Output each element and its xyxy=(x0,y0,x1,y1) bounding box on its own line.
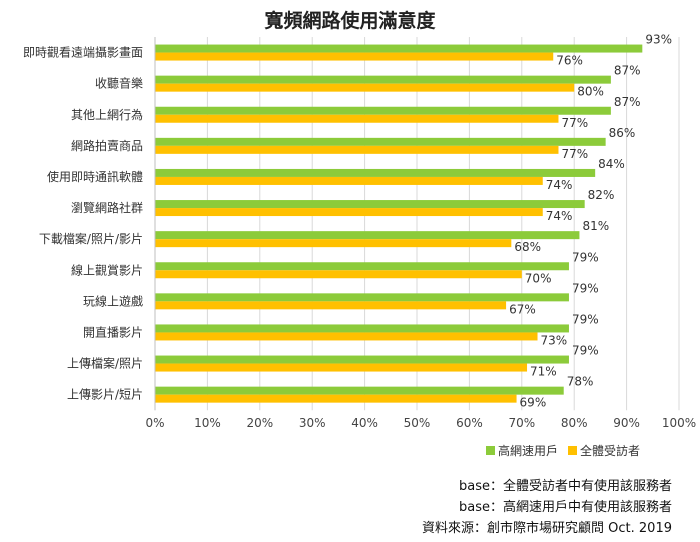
bar-high-speed-上傳影片-短片 xyxy=(155,386,564,395)
bar-high-speed-線上觀賞影片 xyxy=(155,262,569,271)
bar-all-線上觀賞影片 xyxy=(155,270,522,279)
category-label: 收聽音樂 xyxy=(95,76,143,91)
data-label-high-speed: 87% xyxy=(614,64,641,78)
bar-high-speed-開直播影片 xyxy=(155,324,569,333)
data-label-high-speed: 84% xyxy=(598,157,625,171)
x-tick-label: 30% xyxy=(299,416,326,430)
bar-all-開直播影片 xyxy=(155,332,538,341)
category-label: 網路拍賣商品 xyxy=(71,138,143,153)
category-label: 瀏覽網路社群 xyxy=(71,200,143,215)
bar-all-其他上網行為 xyxy=(155,114,559,123)
bar-all-玩線上遊戲 xyxy=(155,301,507,310)
x-tick-label: 0% xyxy=(145,416,164,430)
data-label-all: 74% xyxy=(546,178,573,192)
data-label-high-speed: 86% xyxy=(609,126,636,140)
x-tick-label: 90% xyxy=(613,416,640,430)
bar-all-網路拍賣商品 xyxy=(155,145,559,154)
category-label: 線上觀賞影片 xyxy=(71,262,143,277)
data-label-all: 73% xyxy=(541,333,568,347)
data-label-high-speed: 82% xyxy=(588,188,615,202)
bar-high-speed-瀏覽網路社群 xyxy=(155,200,585,209)
data-label-high-speed: 79% xyxy=(572,250,599,264)
bar-all-瀏覽網路社群 xyxy=(155,208,543,217)
category-label: 即時觀看遠端攝影畫面 xyxy=(23,45,143,60)
data-label-all: 76% xyxy=(556,54,583,68)
bar-all-上傳影片-短片 xyxy=(155,394,517,403)
data-label-all: 68% xyxy=(514,240,541,254)
category-label: 使用即時通訊軟體 xyxy=(47,169,143,184)
bar-high-speed-收聽音樂 xyxy=(155,75,611,84)
category-label: 下載檔案/照片/影片 xyxy=(39,231,143,246)
x-tick-label: 80% xyxy=(561,416,588,430)
category-label: 開直播影片 xyxy=(83,325,143,339)
chart-title: 寬頻網路使用滿意度 xyxy=(264,10,436,32)
bar-high-speed-其他上網行為 xyxy=(155,106,611,115)
category-label: 上傳檔案/照片 xyxy=(67,356,143,371)
category-label: 其他上網行為 xyxy=(71,108,143,122)
bar-all-下載檔案-照片-影片 xyxy=(155,239,512,248)
data-label-all: 70% xyxy=(525,271,552,285)
bar-high-speed-即時觀看遠端攝影畫面 xyxy=(155,44,643,53)
x-tick-label: 70% xyxy=(508,416,535,430)
bar-high-speed-網路拍賣商品 xyxy=(155,137,606,146)
data-label-all: 77% xyxy=(561,116,588,130)
x-tick-label: 100% xyxy=(662,416,696,430)
bar-all-使用即時通訊軟體 xyxy=(155,176,543,185)
x-tick-label: 60% xyxy=(456,416,483,430)
legend-label-high-speed: 高網速用戶 xyxy=(498,444,559,458)
data-label-all: 80% xyxy=(577,85,604,99)
base-note-all: base：全體受訪者中有使用該服務者 xyxy=(459,479,672,494)
legend-item-high-speed: 高網速用戶 xyxy=(486,442,558,459)
chart-legend: 高網速用戶 全體受訪者 xyxy=(486,442,640,459)
source-note: 資料來源：創市際市場研究顧問 Oct. 2019 xyxy=(422,521,672,536)
data-label-high-speed: 78% xyxy=(567,375,594,389)
data-label-high-speed: 93% xyxy=(645,33,672,47)
base-note-high-speed: base：高網速用戶中有使用該服務者 xyxy=(459,500,672,515)
footnotes: base：全體受訪者中有使用該服務者 base：高網速用戶中有使用該服務者 資料… xyxy=(422,476,672,539)
legend-item-all-respondents: 全體受訪者 xyxy=(568,442,640,459)
data-label-high-speed: 87% xyxy=(614,95,641,109)
data-label-high-speed: 81% xyxy=(582,219,609,233)
bar-all-收聽音樂 xyxy=(155,83,575,92)
x-tick-label: 20% xyxy=(246,416,273,430)
legend-swatch-all-respondents xyxy=(568,446,578,455)
bar-high-speed-使用即時通訊軟體 xyxy=(155,168,596,177)
data-label-all: 77% xyxy=(561,147,588,161)
bar-all-即時觀看遠端攝影畫面 xyxy=(155,52,554,61)
bar-high-speed-玩線上遊戲 xyxy=(155,293,569,302)
legend-label-all-respondents: 全體受訪者 xyxy=(580,444,641,458)
x-tick-label: 50% xyxy=(404,416,431,430)
data-label-all: 71% xyxy=(530,365,557,379)
data-label-all: 74% xyxy=(546,209,573,223)
x-tick-label: 10% xyxy=(194,416,221,430)
legend-swatch-high-speed xyxy=(486,446,495,455)
data-label-all: 69% xyxy=(520,396,547,410)
bar-all-上傳檔案-照片 xyxy=(155,363,528,372)
data-label-high-speed: 79% xyxy=(572,344,599,358)
data-label-high-speed: 79% xyxy=(572,281,599,295)
data-label-high-speed: 79% xyxy=(572,312,599,326)
category-label: 玩線上遊戲 xyxy=(83,293,143,308)
data-label-all: 67% xyxy=(509,302,536,316)
x-tick-label: 40% xyxy=(351,416,378,430)
bar-high-speed-上傳檔案-照片 xyxy=(155,355,569,364)
bar-high-speed-下載檔案-照片-影片 xyxy=(155,231,580,240)
category-label: 上傳影片/短片 xyxy=(67,388,143,402)
